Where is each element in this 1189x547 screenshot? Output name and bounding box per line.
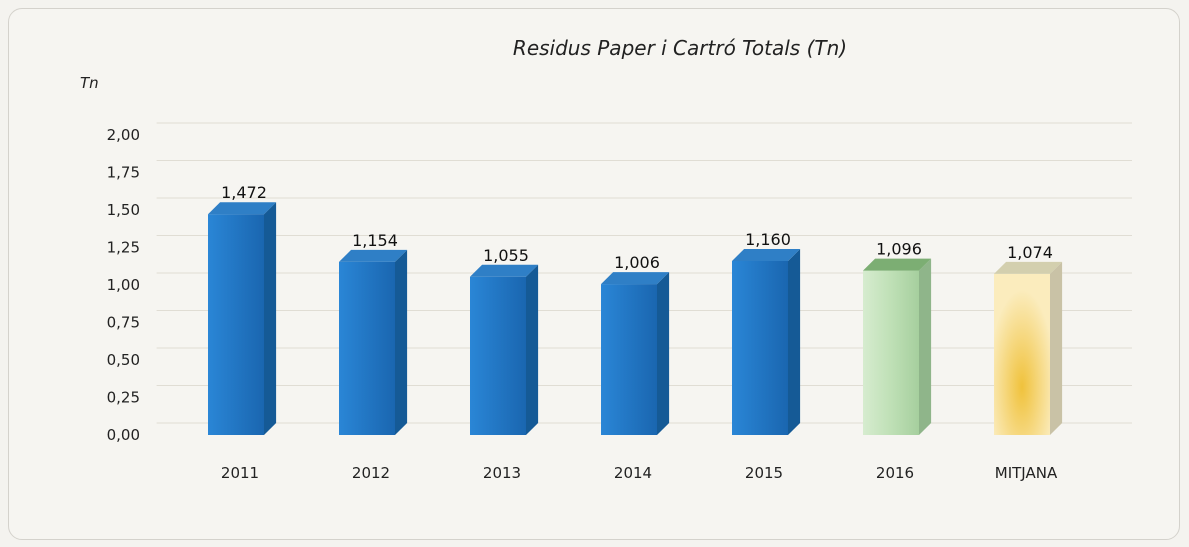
x-tick-label: 2011 xyxy=(221,464,259,482)
x-tick-label: 2016 xyxy=(876,464,914,482)
data-label: 1,154 xyxy=(352,231,398,250)
data-label: 1,472 xyxy=(221,183,267,202)
data-label: 1,006 xyxy=(614,253,660,272)
y-axis-label: Tn xyxy=(80,74,99,92)
y-tick-label: 0,00 xyxy=(107,426,140,444)
bar xyxy=(601,272,670,435)
x-tick-label: 2014 xyxy=(614,464,652,482)
y-tick-label: 0,25 xyxy=(107,389,140,407)
y-tick-label: 2,00 xyxy=(107,126,140,144)
x-tick-label: 2012 xyxy=(352,464,390,482)
y-tick-label: 1,50 xyxy=(107,201,140,219)
bar xyxy=(208,202,277,435)
data-label: 1,096 xyxy=(876,240,922,259)
y-tick-label: 1,00 xyxy=(107,276,140,294)
y-tick-label: 1,75 xyxy=(107,164,140,182)
data-label: 1,074 xyxy=(1007,243,1053,262)
bar xyxy=(732,249,801,435)
bar xyxy=(339,249,408,435)
x-tick-label: MITJANA xyxy=(995,464,1058,482)
y-tick-label: 0,75 xyxy=(107,314,140,332)
data-label: 1,055 xyxy=(483,246,529,265)
x-tick-label: 2015 xyxy=(745,464,783,482)
data-label: 1,160 xyxy=(745,230,791,249)
x-tick-label: 2013 xyxy=(483,464,521,482)
chart-frame xyxy=(8,8,1180,540)
y-tick-label: 0,50 xyxy=(107,351,140,369)
y-tick-label: 1,25 xyxy=(107,239,140,257)
bar xyxy=(994,261,1063,435)
bar xyxy=(863,258,932,435)
bar xyxy=(470,264,539,435)
chart-title: Residus Paper i Cartró Totals (Tn) xyxy=(512,36,848,60)
